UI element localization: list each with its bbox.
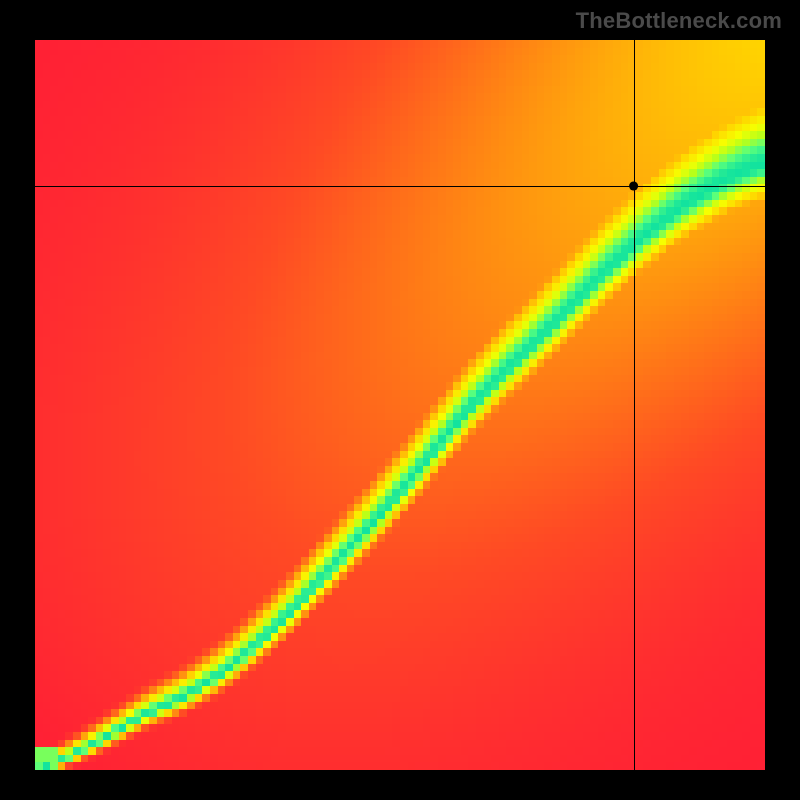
bottleneck-heatmap	[35, 40, 765, 770]
chart-frame: TheBottleneck.com	[0, 0, 800, 800]
watermark-label: TheBottleneck.com	[576, 8, 782, 34]
